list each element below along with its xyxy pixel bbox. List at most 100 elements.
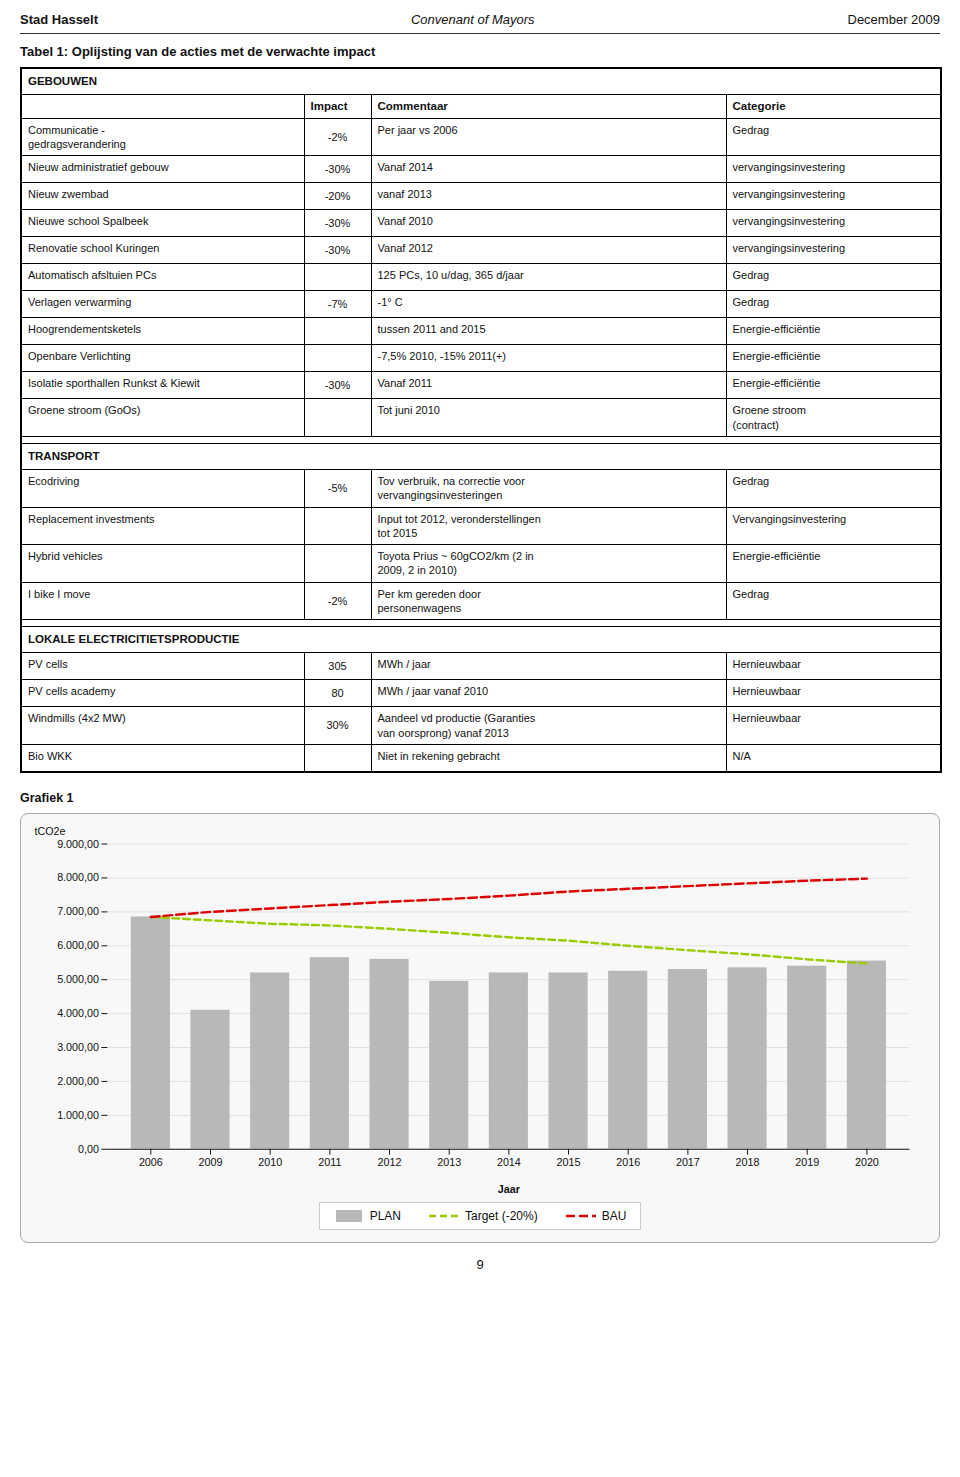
html-text:PLAN: PLAN — [369, 1208, 401, 1223]
html-text:80: 80 — [331, 687, 344, 700]
svg-text:6.000,00: 6.000,00 — [57, 939, 99, 951]
html-text:Per jaar vs 2006: Per jaar vs 2006 — [377, 123, 458, 136]
html-text:MWh / jaar: MWh / jaar — [377, 658, 431, 671]
html-text:Stad Hasselt: Stad Hasselt — [20, 12, 98, 27]
html-text:vervangingsinvestering: vervangingsinvestering — [732, 242, 845, 255]
html-text:Vanaf 2012: Vanaf 2012 — [377, 242, 433, 255]
html-text:vanaf 2013: vanaf 2013 — [377, 188, 432, 201]
html-text:Vanaf 2010: Vanaf 2010 — [377, 215, 433, 228]
svg-text:2018: 2018 — [736, 1156, 760, 1168]
html-text:Nieuwe school Spalbeek: Nieuwe school Spalbeek — [28, 215, 149, 228]
html-text:-30%: -30% — [324, 244, 351, 257]
svg-text:0,00: 0,00 — [78, 1143, 99, 1155]
html-text:Replacement investments: Replacement investments — [28, 512, 155, 525]
html-text:Target (-20%): Target (-20%) — [465, 1208, 538, 1223]
html-text:TRANSPORT: TRANSPORT — [28, 450, 100, 463]
html-text:Vervangingsinvestering: Vervangingsinvestering — [732, 512, 847, 525]
html-text:Nieuw zwembad: Nieuw zwembad — [28, 188, 109, 201]
html-text:vervangingsinvestering: vervangingsinvestering — [732, 215, 845, 228]
html-text:Gedrag: Gedrag — [732, 123, 770, 136]
html-text:-7%: -7% — [327, 298, 348, 311]
html-text:Toyota Prius ~ 60gCO2/km (2 in: Toyota Prius ~ 60gCO2/km (2 in 2009, 2 i… — [377, 550, 534, 577]
html-text:Input tot 2012, veronderstelli: Input tot 2012, veronderstellingen tot 2… — [377, 512, 541, 539]
html-text:Energie-efficiëntie: Energie-efficiëntie — [732, 550, 821, 563]
html-text:-30%: -30% — [324, 163, 351, 176]
html-text:PV cells: PV cells — [28, 658, 68, 671]
svg-text:2013: 2013 — [437, 1156, 461, 1168]
svg-text:2020: 2020 — [855, 1156, 879, 1168]
html-text:Energie-efficiëntie: Energie-efficiëntie — [732, 350, 821, 363]
svg-text:7.000,00: 7.000,00 — [57, 905, 99, 917]
html-text:Groene stroom (contract): Groene stroom (contract) — [732, 404, 806, 431]
html-text:Nieuw administratief gebouw: Nieuw administratief gebouw — [28, 161, 169, 174]
html-text:Groene stroom (GoOs): Groene stroom (GoOs) — [28, 404, 141, 417]
html-text:Convenant of Mayors: Convenant of Mayors — [411, 12, 535, 27]
html-text:Aandeel vd productie (Garantie: Aandeel vd productie (Garanties van oors… — [377, 712, 536, 739]
html-text:I bike I move: I bike I move — [28, 587, 91, 600]
html-text:Tov verbruik, na correctie voo: Tov verbruik, na correctie voor vervangi… — [377, 475, 525, 502]
html-text:-2%: -2% — [327, 594, 348, 607]
html-text:Renovatie school Kuringen: Renovatie school Kuringen — [28, 242, 160, 255]
html-text:Isolatie sporthallen Runkst &: Isolatie sporthallen Runkst & Kiewit — [28, 377, 200, 390]
html-text:BAU: BAU — [601, 1208, 627, 1223]
svg-text:2011: 2011 — [318, 1156, 341, 1168]
svg-text:2017: 2017 — [676, 1156, 700, 1168]
svg-text:3.000,00: 3.000,00 — [57, 1041, 99, 1053]
html-text:Energie-efficiëntie: Energie-efficiëntie — [732, 323, 821, 336]
html-text:Hoogrendementsketels: Hoogrendementsketels — [28, 323, 142, 336]
html-text:Gedrag: Gedrag — [732, 296, 770, 309]
html-text:Automatisch afsltuien PCs: Automatisch afsltuien PCs — [28, 269, 157, 282]
svg-text:2014: 2014 — [497, 1156, 521, 1168]
html-text:Windmills (4x2 MW): Windmills (4x2 MW) — [28, 712, 126, 725]
html-text:-7,5% 2010, -15% 2011(+): -7,5% 2010, -15% 2011(+) — [377, 350, 506, 363]
html-text:Gedrag: Gedrag — [732, 587, 770, 600]
html-text:305: 305 — [328, 660, 347, 673]
svg-text:5.000,00: 5.000,00 — [57, 973, 99, 985]
html-text:MWh / jaar vanaf 2010: MWh / jaar vanaf 2010 — [377, 685, 489, 698]
svg-text:2010: 2010 — [258, 1156, 282, 1168]
html-text:-20%: -20% — [324, 190, 351, 203]
html-text:Categorie: Categorie — [732, 99, 786, 112]
html-text:Commentaar: Commentaar — [377, 99, 448, 112]
svg-text:2006: 2006 — [139, 1156, 163, 1168]
html-text:Hybrid vehicles: Hybrid vehicles — [28, 550, 103, 563]
html-text:Hernieuwbaar: Hernieuwbaar — [732, 685, 801, 698]
svg-text:2.000,00: 2.000,00 — [57, 1075, 99, 1087]
html-text:Grafiek 1: Grafiek 1 — [20, 790, 74, 805]
html-text:Impact: Impact — [310, 99, 348, 112]
svg-text:8.000,00: 8.000,00 — [57, 871, 99, 883]
html-text:-5%: -5% — [327, 482, 348, 495]
html-text:PV cells academy: PV cells academy — [28, 685, 116, 698]
html-text:-30%: -30% — [324, 217, 351, 230]
html-text:Communicatie - gedragsverander: Communicatie - gedragsverandering — [28, 123, 126, 151]
svg-text:2019: 2019 — [795, 1156, 819, 1168]
svg-text:9.000,00: 9.000,00 — [57, 837, 99, 849]
html-text:vervangingsinvestering: vervangingsinvestering — [732, 188, 845, 201]
html-text:Per km gereden door personenwa: Per km gereden door personenwagens — [377, 587, 481, 615]
html-text:Hernieuwbaar: Hernieuwbaar — [732, 658, 801, 671]
html-text:Vanaf 2011: Vanaf 2011 — [377, 377, 433, 390]
svg-text:1.000,00: 1.000,00 — [57, 1109, 99, 1121]
html-text:-30%: -30% — [324, 379, 351, 392]
svg-text:2009: 2009 — [199, 1156, 223, 1168]
html-text:Verlagen verwarming: Verlagen verwarming — [28, 296, 132, 309]
html-text:30%: 30% — [326, 719, 349, 732]
svg-text:2015: 2015 — [557, 1156, 581, 1168]
html-text:tussen 2011 and 2015: tussen 2011 and 2015 — [377, 323, 486, 336]
svg-text:Jaar: Jaar — [498, 1183, 521, 1195]
html-text:Tot juni 2010: Tot juni 2010 — [377, 404, 440, 417]
svg-text:4.000,00: 4.000,00 — [57, 1007, 99, 1019]
html-text:Tabel 1: Oplijsting van de act: Tabel 1: Oplijsting van de acties met de… — [20, 44, 376, 59]
html-text:December 2009: December 2009 — [847, 12, 940, 27]
html-text:125 PCs, 10 u/dag, 365 d/jaar: 125 PCs, 10 u/dag, 365 d/jaar — [377, 269, 524, 282]
svg-text:tCO2e: tCO2e — [34, 825, 65, 837]
html-text:Gedrag: Gedrag — [732, 269, 770, 282]
html-text:vervangingsinvestering: vervangingsinvestering — [732, 161, 845, 174]
html-text:Vanaf 2014: Vanaf 2014 — [377, 161, 433, 174]
html-text:Openbare Verlichting: Openbare Verlichting — [28, 350, 131, 363]
svg-text:2016: 2016 — [616, 1156, 640, 1168]
html-text:LOKALE ELECTRICITIETSPRODUCTIE: LOKALE ELECTRICITIETSPRODUCTIE — [28, 633, 240, 646]
svg-text:2012: 2012 — [378, 1156, 402, 1168]
html-text:Energie-efficiëntie: Energie-efficiëntie — [732, 377, 821, 390]
html-text:-1° C: -1° C — [377, 296, 403, 309]
